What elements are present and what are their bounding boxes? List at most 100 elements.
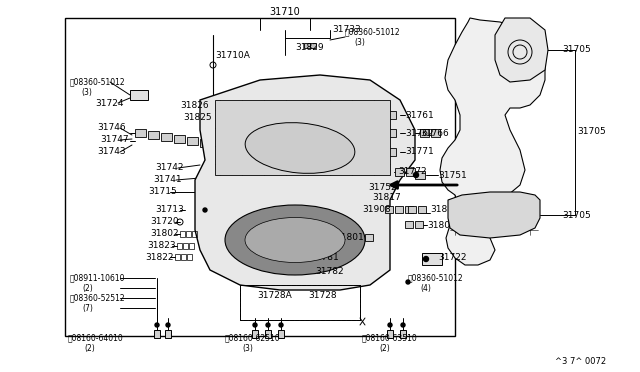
- Text: ⒲08160-64010: ⒲08160-64010: [68, 334, 124, 343]
- Text: 31762: 31762: [405, 128, 434, 138]
- Bar: [130, 90, 148, 100]
- Bar: [387, 129, 396, 137]
- Ellipse shape: [245, 123, 355, 173]
- Text: (4): (4): [420, 283, 431, 292]
- Bar: [418, 206, 426, 213]
- Text: Ⓞ08911-10610: Ⓞ08911-10610: [70, 273, 125, 282]
- Polygon shape: [495, 18, 548, 82]
- Bar: [174, 135, 185, 143]
- Bar: [365, 148, 374, 156]
- Circle shape: [388, 323, 392, 327]
- Bar: [310, 43, 316, 48]
- Bar: [387, 148, 396, 156]
- Text: 31720: 31720: [150, 218, 179, 227]
- Text: 31801: 31801: [335, 234, 364, 243]
- Bar: [408, 206, 416, 213]
- Bar: [165, 330, 171, 338]
- Bar: [213, 108, 217, 122]
- Text: (3): (3): [355, 38, 365, 46]
- Bar: [406, 168, 415, 176]
- Text: Ⓜ08360-52512: Ⓜ08360-52512: [70, 294, 125, 302]
- Bar: [420, 129, 429, 137]
- Bar: [213, 141, 224, 149]
- Text: 31771: 31771: [405, 148, 434, 157]
- Text: 31766: 31766: [420, 128, 449, 138]
- Circle shape: [166, 323, 170, 327]
- Text: 31823: 31823: [147, 241, 175, 250]
- Text: 31724: 31724: [95, 99, 124, 108]
- Text: 31761: 31761: [405, 110, 434, 119]
- Text: 31772: 31772: [398, 167, 427, 176]
- Bar: [376, 148, 385, 156]
- Bar: [387, 111, 396, 119]
- Bar: [415, 221, 423, 228]
- Bar: [161, 133, 172, 141]
- Bar: [265, 330, 271, 338]
- Circle shape: [424, 257, 429, 262]
- Text: 31705: 31705: [562, 45, 591, 55]
- Circle shape: [406, 280, 410, 284]
- Bar: [355, 234, 363, 241]
- Bar: [387, 330, 393, 338]
- Text: 31713: 31713: [155, 205, 184, 215]
- Text: 31816: 31816: [430, 205, 459, 215]
- Bar: [365, 234, 373, 241]
- Bar: [240, 285, 360, 320]
- Text: 31825: 31825: [183, 113, 212, 122]
- Text: 31742: 31742: [155, 164, 184, 173]
- Text: 31741: 31741: [153, 176, 182, 185]
- Bar: [186, 231, 191, 237]
- Text: (2): (2): [84, 343, 95, 353]
- Ellipse shape: [225, 205, 365, 275]
- Circle shape: [253, 323, 257, 327]
- Bar: [376, 111, 385, 119]
- Text: 31722: 31722: [438, 253, 467, 263]
- Text: Ⓜ08360-51012: Ⓜ08360-51012: [408, 273, 463, 282]
- Bar: [415, 171, 425, 179]
- Text: 31752: 31752: [368, 183, 397, 192]
- Bar: [187, 254, 192, 260]
- Text: (3): (3): [81, 87, 92, 96]
- Polygon shape: [195, 75, 415, 290]
- Text: ⒲08160-62510: ⒲08160-62510: [225, 334, 280, 343]
- Bar: [422, 253, 442, 265]
- Bar: [154, 330, 160, 338]
- Text: 31705: 31705: [562, 211, 591, 219]
- Text: (7): (7): [83, 304, 93, 312]
- Bar: [189, 243, 194, 249]
- Ellipse shape: [245, 218, 345, 263]
- Text: 31781: 31781: [310, 253, 339, 263]
- Circle shape: [413, 173, 419, 177]
- Text: 31822: 31822: [145, 253, 173, 262]
- Text: 31746: 31746: [97, 124, 125, 132]
- Text: 31710A: 31710A: [215, 51, 250, 60]
- Bar: [180, 231, 185, 237]
- Text: (3): (3): [243, 343, 253, 353]
- Bar: [148, 131, 159, 139]
- Bar: [177, 243, 182, 249]
- Text: 31710: 31710: [269, 7, 300, 17]
- Text: 31782: 31782: [315, 267, 344, 276]
- Bar: [187, 137, 198, 145]
- Bar: [226, 143, 237, 151]
- Bar: [431, 129, 440, 137]
- Text: 31826: 31826: [180, 100, 209, 109]
- Text: 31817: 31817: [372, 193, 401, 202]
- Circle shape: [203, 208, 207, 212]
- Text: 31908: 31908: [362, 205, 391, 215]
- Text: ^3 7^ 0072: ^3 7^ 0072: [555, 357, 606, 366]
- Bar: [365, 129, 374, 137]
- Text: (2): (2): [380, 343, 390, 353]
- Bar: [135, 129, 146, 137]
- Bar: [400, 330, 406, 338]
- Text: 31743: 31743: [97, 148, 125, 157]
- Bar: [215, 100, 390, 175]
- Bar: [175, 254, 180, 260]
- Text: (2): (2): [83, 283, 93, 292]
- Text: 31802: 31802: [150, 230, 179, 238]
- Bar: [385, 206, 393, 213]
- Bar: [304, 43, 310, 48]
- Circle shape: [155, 323, 159, 327]
- Bar: [240, 285, 360, 320]
- Text: 31829: 31829: [295, 44, 324, 52]
